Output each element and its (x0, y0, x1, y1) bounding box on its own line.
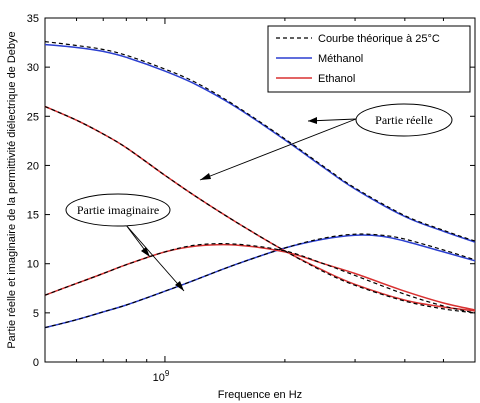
y-tick-label: 10 (27, 259, 39, 271)
y-tick-label: 25 (27, 111, 39, 123)
annotation-imag-part: Partie imaginaire (65, 193, 185, 292)
y-tick-label: 5 (33, 308, 39, 320)
x-tick-label-exponent: 9 (165, 369, 170, 378)
x-axis: 109 (76, 18, 444, 384)
y-axis: 0 5 10 15 20 25 30 35 (27, 13, 475, 369)
legend: Courbe théorique à 25°C Méthanol Ethanol (267, 25, 471, 93)
x-axis-label: Frequence en Hz (218, 389, 302, 401)
annotation-real-part: Partie réelle (199, 103, 453, 181)
y-tick-label: 20 (27, 160, 39, 172)
series-line-imag-ethanol (44, 243, 476, 314)
y-tick-label: 30 (27, 62, 39, 74)
x-tick-label: 109 (153, 369, 170, 384)
legend-label-methanol: Méthanol (318, 53, 363, 65)
series-line-real-ethanol (44, 105, 476, 314)
series-line-real-methanol (44, 41, 476, 242)
series-line-imag-methanol (44, 233, 476, 329)
series-line-imag (44, 243, 476, 311)
curves (44, 41, 476, 329)
annotation-real-label: Partie réelle (375, 113, 433, 127)
legend-label-ethanol: Ethanol (318, 73, 355, 85)
x-tick-label-base: 10 (153, 372, 165, 384)
annotation-imag-label: Partie imaginaire (77, 203, 159, 217)
y-tick-label: 15 (27, 210, 39, 222)
legend-label-theory: Courbe théorique à 25°C (318, 33, 440, 45)
y-axis-label: Partie réelle et imaginaire de la permit… (6, 31, 18, 348)
y-tick-label: 0 (33, 357, 39, 369)
y-tick-label: 35 (27, 13, 39, 25)
series-line-real (44, 43, 476, 243)
